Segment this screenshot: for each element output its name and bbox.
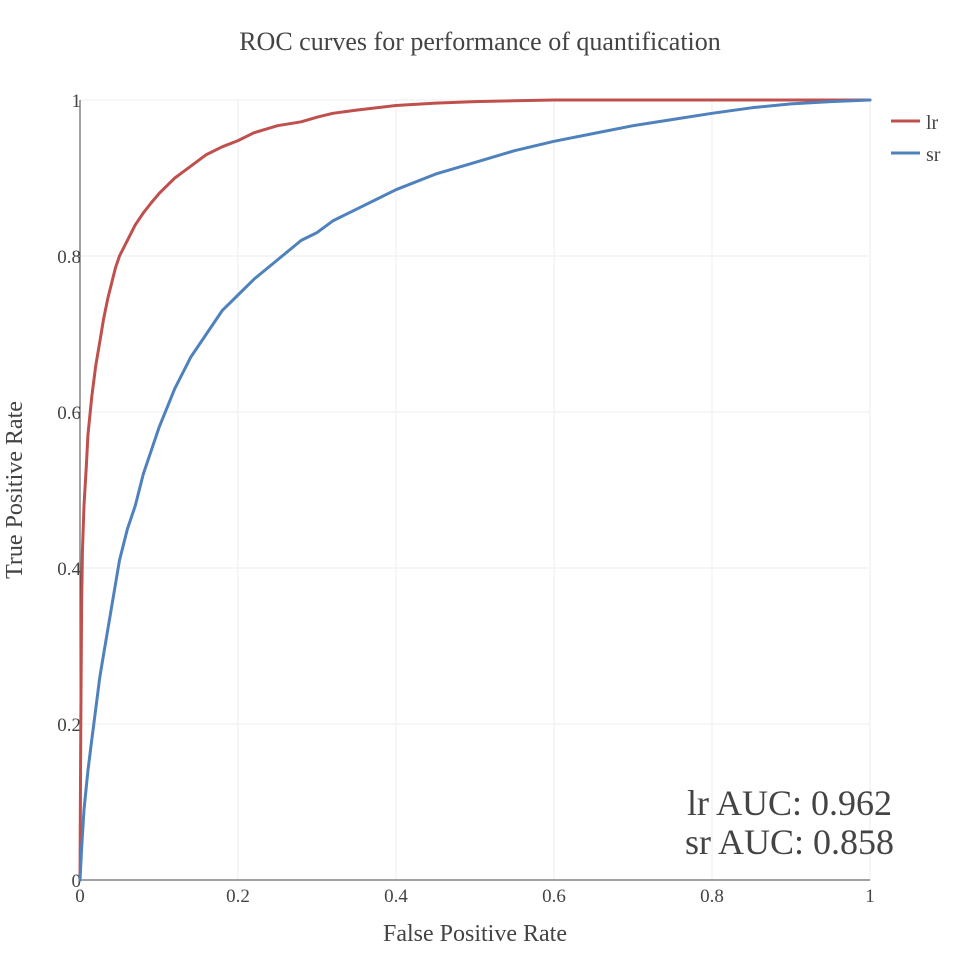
auc-annotation-sr: sr AUC: 0.858	[685, 822, 894, 862]
x-axis-title: False Positive Rate	[383, 921, 567, 947]
legend-item-sr[interactable]: sr	[891, 144, 941, 166]
legend[interactable]: lr sr	[891, 112, 941, 166]
y-tick-label: 0.8	[57, 247, 81, 268]
series-line-lr	[78, 98, 872, 882]
chart-title: ROC curves for performance of quantifica…	[239, 27, 721, 56]
x-tick-label: 0.2	[226, 886, 250, 907]
legend-item-lr[interactable]: lr	[891, 112, 939, 134]
auc-annotation-lr: lr AUC: 0.962	[687, 783, 892, 823]
x-axis-ticks: 0 0.2 0.4 0.6 0.8 1	[75, 886, 875, 907]
x-tick-label: 0.6	[542, 886, 566, 907]
series-line-sr	[78, 98, 872, 882]
legend-label: lr	[926, 112, 939, 134]
series-layer	[78, 98, 872, 882]
y-tick-label: 0.2	[57, 715, 81, 736]
x-tick-label: 0.8	[700, 886, 724, 907]
x-tick-label: 0.4	[384, 886, 408, 907]
y-tick-label: 1	[72, 91, 82, 112]
y-axis-ticks: 0 0.2 0.4 0.6 0.8 1	[57, 91, 81, 892]
y-axis-title: True Positive Rate	[2, 401, 28, 579]
x-tick-label: 1	[865, 886, 875, 907]
legend-label: sr	[926, 144, 941, 166]
grid-lines	[80, 99, 871, 880]
y-tick-label: 0.6	[57, 403, 81, 424]
y-tick-label: 0	[72, 871, 82, 892]
y-tick-label: 0.4	[57, 559, 81, 580]
x-tick-label: 0	[75, 886, 85, 907]
auc-annotation: lr AUC: 0.962 sr AUC: 0.858	[685, 783, 894, 862]
